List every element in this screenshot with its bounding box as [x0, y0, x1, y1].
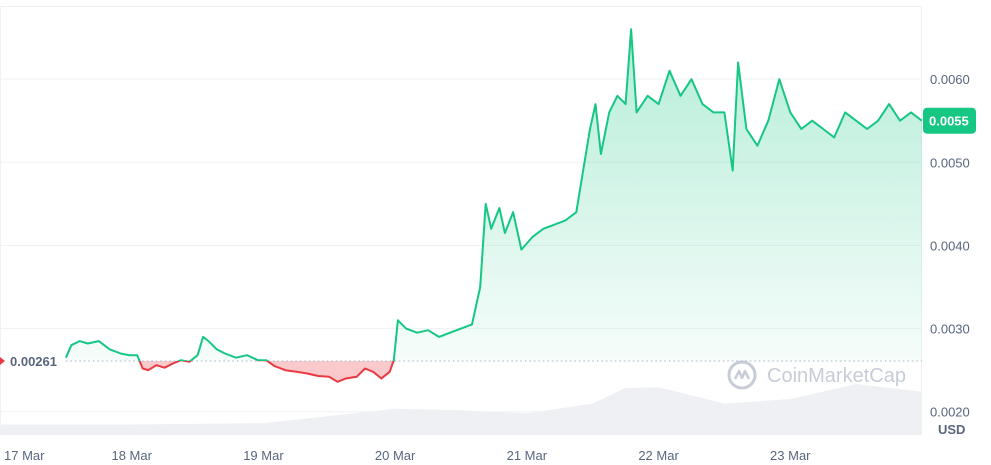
y-tick-label: 0.0050 [930, 155, 970, 170]
y-tick-label: 0.0030 [930, 322, 970, 337]
volume-shape [0, 384, 922, 435]
current-price-label: 0.0055 [929, 114, 969, 129]
x-tick-label: 23 Mar [770, 448, 811, 463]
x-tick-label: 19 Mar [243, 448, 284, 463]
x-tick-label: 22 Mar [638, 448, 679, 463]
baseline-marker: 0.00261 [0, 354, 57, 369]
x-tick-label: 21 Mar [507, 448, 548, 463]
baseline-label: 0.00261 [10, 354, 57, 369]
unit-label: USD [938, 422, 965, 437]
y-tick-label: 0.0020 [930, 405, 970, 420]
baseline-marker-icon [0, 357, 5, 366]
x-tick-label: 17 Mar [4, 448, 45, 463]
watermark-text: CoinMarketCap [767, 365, 906, 387]
current-price-tag-bg [923, 107, 976, 134]
coinmarketcap-logo-icon [727, 360, 757, 390]
line-up [64, 28, 922, 362]
price-line [64, 28, 922, 383]
current-price-tag: 0.0055 [923, 107, 976, 134]
y-tick-label: 0.0060 [930, 72, 970, 87]
x-tick-label: 20 Mar [375, 448, 416, 463]
area-up [65, 29, 922, 362]
x-axis: 17 Mar 18 Mar 19 Mar 20 Mar 21 Mar 22 Mar 23 M… [4, 448, 811, 463]
volume-area [0, 384, 922, 435]
x-tick-label: 18 Mar [111, 448, 152, 463]
y-axis: 0.0020 0.0030 0.0040 0.0050 0.0060 [930, 72, 970, 420]
watermark: CoinMarketCap [727, 360, 906, 390]
y-tick-label: 0.0040 [930, 238, 970, 253]
